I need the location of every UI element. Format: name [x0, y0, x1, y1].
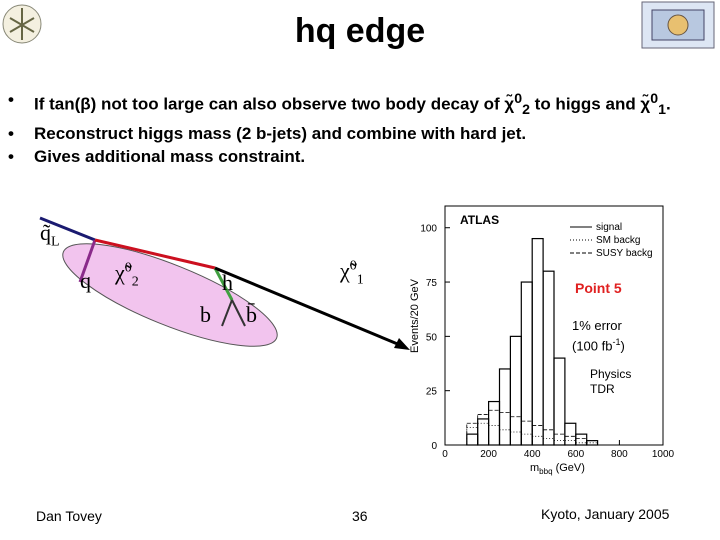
histogram-bin [499, 412, 511, 446]
text: If tan(β) not too large can also observe… [34, 94, 515, 114]
histogram-bin [498, 368, 511, 446]
text: (GeV) [552, 462, 585, 474]
footer-page: 36 [352, 508, 368, 524]
logo-right [641, 1, 715, 49]
x-tick-label: 0 [442, 449, 448, 460]
histogram-bin [466, 427, 479, 446]
legend-label: SUSY backg [596, 248, 653, 259]
text: 1 [658, 102, 666, 119]
text: χ̃ [340, 258, 350, 283]
text: Physics [590, 367, 632, 381]
y-tick-label: 25 [426, 387, 438, 398]
x-tick-label: 800 [611, 449, 628, 460]
histogram-bin [531, 435, 544, 446]
x-tick-label: 1000 [652, 449, 675, 460]
text: TDR [590, 382, 615, 396]
label: h [222, 270, 233, 295]
histogram-bin [553, 440, 566, 446]
y-tick-label: 50 [426, 332, 438, 343]
histogram-bin [488, 425, 500, 446]
bullet-list: • If tan(β) not too large can also observ… [8, 88, 708, 168]
text: Gives additional mass constraint. [34, 147, 306, 167]
decay-diagram [39, 216, 410, 350]
logo-left [2, 4, 42, 44]
slide-title: hq edge [294, 12, 426, 50]
histogram-bin [575, 442, 588, 446]
x-tick-label: 600 [567, 449, 584, 460]
legend-label: SM backg [596, 235, 640, 246]
histogram-bin [564, 422, 577, 446]
y-tick-label: 100 [420, 224, 437, 235]
text: to higgs and χ̃ [529, 94, 651, 114]
histogram-plot: 0 200 400 600 800 1000 0 25 50 75 100 signal SM back… [420, 205, 675, 460]
histogram-bin [477, 422, 490, 446]
text: . [665, 94, 671, 114]
x-axis-label: mbbq (GeV) [530, 462, 585, 476]
text: χ̃ [115, 260, 125, 285]
histogram-bin [553, 357, 566, 446]
histogram-bin [466, 433, 479, 446]
histogram-bin [542, 429, 555, 446]
text: 0 [650, 91, 659, 107]
histogram-bin [564, 440, 577, 446]
histogram-bin [499, 429, 511, 446]
text: 1% error [572, 318, 622, 333]
histogram-bin [531, 237, 544, 446]
label: χ̃02 [115, 260, 139, 290]
text: 0 [349, 258, 357, 274]
histogram-bin [531, 425, 544, 446]
footer-author: Dan Tovey [36, 508, 102, 524]
text: 0 [514, 91, 523, 107]
label: b [200, 302, 211, 327]
y-axis-label: Events/20 GeV [409, 279, 421, 353]
histogram-bin [575, 438, 588, 446]
annotation: 1% error (100 fb-1) [572, 318, 625, 354]
histogram-bin [586, 440, 599, 446]
annotation: Point 5 [575, 280, 622, 296]
text: ) [620, 338, 625, 354]
x-tick-label: 400 [524, 449, 541, 460]
text: m [530, 462, 540, 474]
footer-event: Kyoto, January 2005 [541, 506, 670, 522]
annotation: Physics TDR [590, 367, 631, 397]
text: 2 [131, 274, 139, 290]
histogram-bin [542, 438, 555, 446]
label: q [80, 268, 91, 293]
label: q̃L [40, 220, 60, 250]
histogram-bin [477, 414, 490, 446]
histogram-bin [520, 433, 533, 446]
text: Reconstruct higgs mass (2 b-jets) and co… [34, 124, 527, 144]
histogram-bin [509, 431, 522, 446]
text: q̃ [40, 220, 51, 245]
y-tick-label: 0 [431, 441, 437, 452]
text: bbq [539, 467, 553, 477]
x-tick-label: 200 [480, 449, 497, 460]
histogram-bin [575, 433, 588, 446]
text: L [51, 234, 60, 250]
bullet: • If tan(β) not too large can also observ… [8, 90, 671, 119]
histogram-bin [509, 416, 522, 446]
histogram-bin [553, 433, 566, 446]
annotation: ATLAS [460, 213, 500, 227]
text: (100 fb [572, 338, 613, 354]
text: 0 [124, 260, 132, 276]
bullet: • Reconstruct higgs mass (2 b-jets) and c… [8, 124, 527, 144]
y-tick-label: 75 [426, 278, 438, 289]
histogram-bin [488, 409, 500, 446]
text: 1 [356, 272, 364, 288]
legend-label: signal [596, 222, 622, 233]
histogram-bin [520, 420, 533, 446]
label: b̄ [246, 302, 257, 327]
histogram-bin [477, 418, 490, 446]
histogram-bin [488, 400, 501, 446]
text: 2 [522, 102, 530, 119]
histogram-bin [542, 270, 555, 446]
histogram-bin [520, 281, 533, 446]
text: -1 [612, 337, 621, 347]
histogram-bin [509, 335, 522, 446]
label: χ̃01 [340, 258, 364, 288]
bullet: • Gives additional mass constraint. [8, 147, 306, 167]
